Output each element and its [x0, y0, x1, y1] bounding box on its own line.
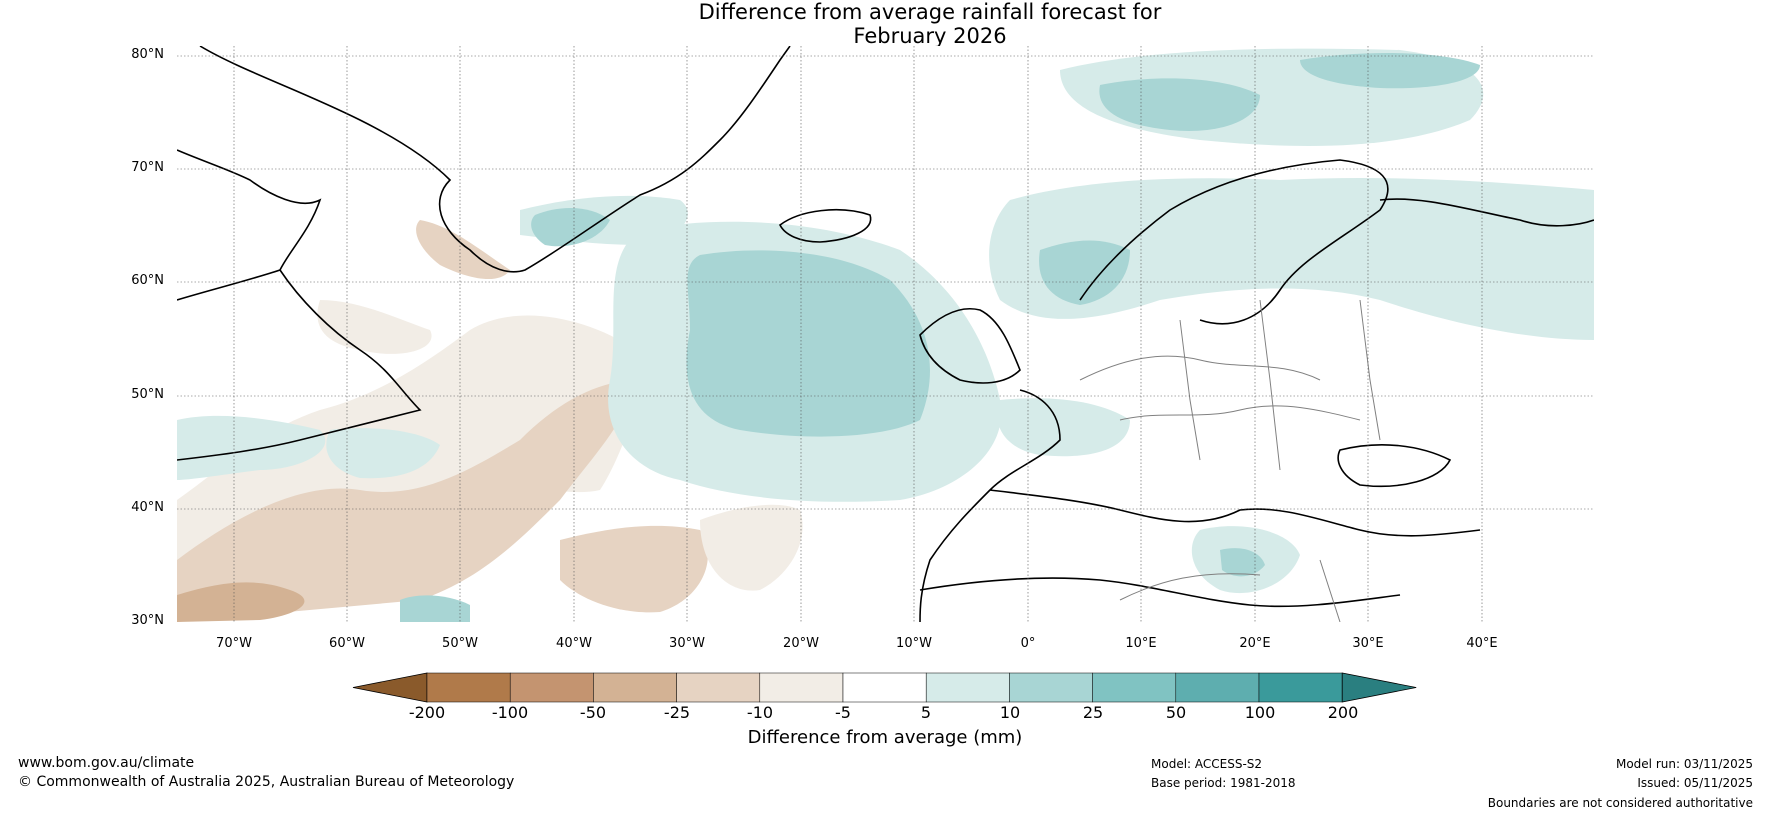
lon-label-70w: 70°W [216, 636, 252, 651]
rainfall-anomaly-fields [177, 48, 1594, 622]
lat-label-50n: 50°N [131, 387, 164, 402]
colorbar-tick: 5 [920, 703, 932, 722]
wet-anomaly-norway-core [1039, 240, 1130, 305]
mediterranean-north-coast [989, 489, 1481, 537]
wet-anomaly-newfoundland [326, 428, 440, 479]
colorbar-tick: -10 [746, 703, 774, 722]
lat-label-70n: 70°N [131, 160, 164, 175]
canada-arctic-coast [177, 149, 322, 271]
colorbar-segment [509, 672, 594, 703]
boundary-6 [1119, 573, 1261, 601]
lat-label-30n: 30°N [131, 613, 164, 628]
lon-label-50w: 50°W [442, 636, 478, 651]
wet-anomaly-canada-coast [177, 415, 326, 480]
wet-anomaly-arctic-core [1099, 78, 1260, 131]
lon-label-30e: 30°E [1352, 636, 1384, 651]
colorbar-segment [1009, 672, 1093, 703]
title-line-2: February 2026 [853, 24, 1007, 48]
colorbar-tick: 50 [1165, 703, 1187, 722]
wet-anomaly-denmark-strait [531, 208, 610, 247]
country-boundaries [1079, 299, 1381, 622]
colorbar-tick: -100 [491, 703, 529, 722]
colorbar-tick: -5 [835, 703, 851, 722]
lon-label-10e: 10°E [1125, 636, 1157, 651]
dry-anomaly-south [560, 525, 708, 613]
boundary-2 [1119, 405, 1361, 421]
wet-anomaly-arctic-east [1300, 53, 1480, 89]
greenland-coast [199, 46, 791, 273]
lon-label-40w: 40°W [556, 636, 592, 651]
colorbar-segment [759, 672, 844, 703]
boundary-1 [1079, 355, 1321, 381]
lat-label-40n: 40°N [131, 500, 164, 515]
wet-anomaly-caribbean [400, 595, 470, 622]
boundary-7 [1319, 559, 1341, 622]
lon-label-60w: 60°W [329, 636, 365, 651]
labrador-coast [177, 269, 422, 461]
colorbar-segment [593, 672, 677, 703]
colorbar-label: Difference from average (mm) [747, 727, 1023, 748]
colorbar-tick: 100 [1244, 703, 1276, 722]
colorbar-extend-low [352, 672, 428, 703]
model-text: Model: ACCESS-S2 [1151, 757, 1263, 771]
colorbar-tick: -50 [579, 703, 607, 722]
boundary-4 [1259, 299, 1281, 471]
iceland-coast [778, 209, 872, 243]
wet-anomaly-western-europe [997, 398, 1130, 457]
model-run-text: Model run: 03/11/2025 [1615, 757, 1753, 771]
lat-label-60n: 60°N [131, 273, 164, 288]
map-title: Difference from average rainfall forecas… [0, 0, 1770, 48]
lon-label-30w: 30°W [669, 636, 705, 651]
scandinavia-coast [1079, 159, 1389, 325]
boundary-3 [1179, 319, 1201, 461]
issued-text: Issued: 05/11/2025 [1637, 776, 1753, 790]
dry-anomaly-greenland-tip [416, 220, 510, 280]
british-isles-coast [919, 308, 1021, 384]
colorbar-tick: 10 [999, 703, 1021, 722]
colorbar-segment [676, 672, 761, 703]
colorbar-segment [842, 672, 927, 703]
colorbar-segment [426, 672, 511, 703]
boundary-5 [1359, 299, 1381, 441]
title-line-1: Difference from average rainfall forecas… [698, 0, 1162, 24]
colorbar-tick: -25 [663, 703, 691, 722]
lat-label-80n: 80°N [131, 47, 164, 62]
wet-anomaly-mediterranean-core [1220, 548, 1265, 577]
russia-arctic-coast [1379, 198, 1594, 227]
dry-anomaly-core [177, 582, 305, 622]
website-link[interactable]: www.bom.gov.au/climate [18, 755, 195, 771]
colorbar-tick: -200 [408, 703, 446, 722]
colorbar-segment [1175, 672, 1260, 703]
colorbar-tick: 25 [1082, 703, 1104, 722]
lon-label-20w: 20°W [783, 636, 819, 651]
lon-label-40e: 40°E [1466, 636, 1498, 651]
north-africa-coast [919, 577, 1401, 608]
base-period-text: Base period: 1981-2018 [1151, 776, 1296, 790]
lon-label-0: 0° [1020, 636, 1036, 651]
colorbar-extend-high [1341, 672, 1417, 703]
dry-anomaly-subtropic [700, 504, 803, 591]
colorbar-segment [925, 672, 1010, 703]
colorbar [352, 672, 1417, 703]
colorbar-segment [1092, 672, 1177, 703]
dry-anomaly-mid [177, 380, 640, 622]
disclaimer-text: Boundaries are not considered authoritat… [1487, 796, 1753, 810]
graticule [177, 46, 1594, 622]
lon-label-20e: 20°E [1239, 636, 1271, 651]
lon-label-10w: 10°W [896, 636, 932, 651]
wet-anomaly-central-core [686, 250, 930, 437]
colorbar-segment [1258, 672, 1343, 703]
wet-anomaly-scandinavia [989, 178, 1594, 340]
colorbar-tick: 200 [1327, 703, 1359, 722]
black-sea-coast [1337, 444, 1452, 488]
coastlines [177, 46, 1594, 622]
copyright-text: © Commonwealth of Australia 2025, Austra… [18, 774, 515, 790]
